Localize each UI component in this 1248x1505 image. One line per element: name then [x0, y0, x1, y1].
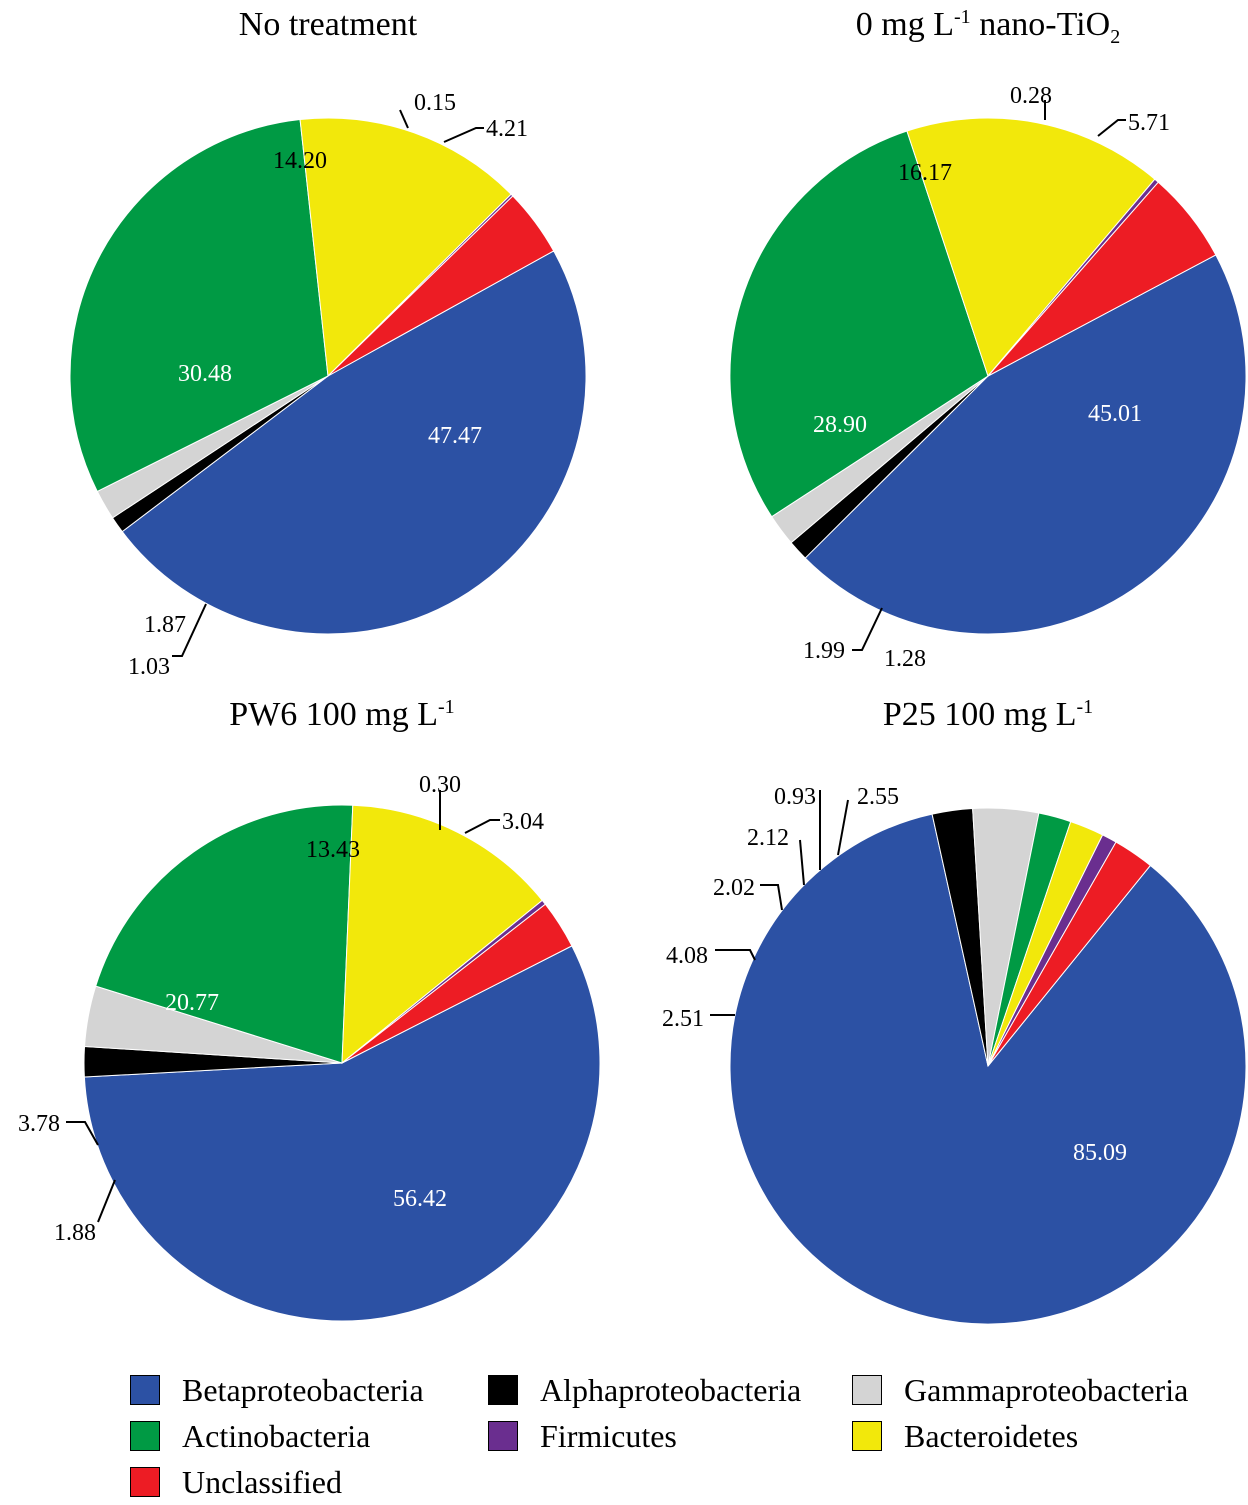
pie-p25-100mg: P25 100 mg L-1 85.09 0.93 2.55 2.12 2.02 4.08… — [662, 696, 1247, 1325]
legend-label-alphaproteobacteria: Alphaproteobacteria — [540, 1371, 802, 1408]
legend-item-betaproteobacteria: Betaproteobacteria — [130, 1370, 424, 1410]
leader-line-unclassified — [443, 127, 484, 143]
legend-item-actinobacteria: Actinobacteria — [130, 1416, 370, 1456]
pie-title-0mg-nano-tio2: 0 mg L-1 nano-TiO2 — [856, 6, 1120, 48]
data-label-firmicutes: 0.15 — [414, 90, 456, 116]
legend: Betaproteobacteria Alphaproteobacteria G… — [130, 1370, 1248, 1500]
legend-label-actinobacteria: Actinobacteria — [182, 1417, 371, 1454]
data-label-bacteroidetes: 16.17 — [898, 160, 952, 186]
legend-item-gammaproteobacteria: Gammaproteobacteria — [852, 1370, 1188, 1410]
pie-no-treatment: No treatment 47.47 30.48 14.20 0.15 4.21 1.87… — [69, 6, 587, 680]
data-label-gammaproteobacteria: 4.08 — [666, 943, 708, 969]
pie-slice-unclassified — [341, 903, 573, 1064]
pie-slice-bacteroidetes — [906, 117, 1156, 378]
data-label-alphaproteobacteria: 1.03 — [128, 654, 170, 680]
legend-swatch-firmicutes — [488, 1421, 518, 1451]
pie-title-p25-100mg: P25 100 mg L-1 — [883, 696, 1093, 733]
data-label-firmicutes: 0.28 — [1010, 83, 1052, 109]
pie-slice-betaproteobacteria — [804, 254, 1247, 635]
legend-swatch-gammaproteobacteria — [852, 1375, 882, 1405]
pie-slice-actinobacteria — [729, 130, 989, 518]
pie-slice-actinobacteria — [95, 804, 354, 1064]
leader-line-bacteroidetes — [799, 839, 805, 886]
leader-line-unclassified — [837, 799, 849, 856]
legend-swatch-betaproteobacteria — [130, 1375, 160, 1405]
data-label-actinobacteria: 30.48 — [178, 361, 232, 387]
legend-item-firmicutes: Firmicutes — [488, 1416, 677, 1456]
legend-label-gammaproteobacteria: Gammaproteobacteria — [904, 1371, 1189, 1408]
legend-swatch-alphaproteobacteria — [488, 1375, 518, 1405]
pie-slice-bacteroidetes — [341, 804, 544, 1065]
pie-slice-unclassified — [987, 841, 1152, 1067]
legend-item-unclassified: Unclassified — [130, 1462, 342, 1502]
data-label-betaproteobacteria: 85.09 — [1073, 1140, 1127, 1166]
data-label-unclassified: 5.71 — [1128, 110, 1170, 136]
leader-line-alphaproteobacteria — [172, 603, 207, 657]
data-label-betaproteobacteria: 47.47 — [428, 423, 482, 449]
data-label-gammaproteobacteria: 1.99 — [803, 638, 845, 664]
data-label-firmicutes: 0.30 — [419, 772, 461, 798]
data-label-bacteroidetes: 2.12 — [747, 825, 789, 851]
data-label-bacteroidetes: 13.43 — [306, 837, 360, 863]
pie-slice-betaproteobacteria — [121, 250, 587, 635]
data-label-actinobacteria: 2.02 — [713, 875, 755, 901]
data-label-alphaproteobacteria: 1.88 — [54, 1220, 96, 1246]
data-label-actinobacteria: 28.90 — [813, 412, 867, 438]
legend-swatch-bacteroidetes — [852, 1421, 882, 1451]
data-label-betaproteobacteria: 45.01 — [1088, 401, 1142, 427]
legend-label-unclassified: Unclassified — [182, 1463, 342, 1500]
pie-slices — [83, 804, 601, 1322]
data-label-gammaproteobacteria: 3.78 — [18, 1111, 60, 1137]
pie-slice-bacteroidetes — [299, 117, 512, 378]
pie-slice-unclassified — [327, 195, 555, 377]
pie-slices — [729, 117, 1247, 635]
leader-line-gammaproteobacteria — [66, 1121, 99, 1146]
pie-title-pw6-100mg: PW6 100 mg L-1 — [229, 696, 454, 733]
pie-0mg-nano-tio2: 0 mg L-1 nano-TiO2 45.01 28.90 16.17 0.28 5.… — [729, 6, 1247, 672]
leader-line-alphaproteobacteria — [97, 1179, 116, 1223]
pie-slice-betaproteobacteria — [729, 813, 1247, 1325]
data-label-alphaproteobacteria: 2.51 — [662, 1006, 704, 1032]
legend-item-alphaproteobacteria: Alphaproteobacteria — [488, 1370, 801, 1410]
legend-label-firmicutes: Firmicutes — [540, 1417, 677, 1454]
data-label-firmicutes: 0.93 — [774, 784, 816, 810]
legend-swatch-actinobacteria — [130, 1421, 160, 1451]
pie-slices — [69, 117, 587, 635]
data-label-unclassified: 3.04 — [502, 809, 544, 835]
legend-item-bacteroidetes: Bacteroidetes — [852, 1416, 1078, 1456]
data-label-actinobacteria: 20.77 — [165, 990, 219, 1016]
leader-line-gammaproteobacteria — [852, 607, 883, 651]
leader-line-firmicutes — [399, 109, 409, 129]
pie-slice-actinobacteria — [69, 118, 329, 493]
data-label-unclassified: 4.21 — [486, 116, 528, 142]
pie-title-no-treatment: No treatment — [239, 6, 418, 43]
leader-line-unclassified — [1097, 119, 1126, 137]
data-label-betaproteobacteria: 56.42 — [393, 1186, 447, 1212]
leader-line-unclassified — [464, 819, 500, 834]
leader-line-gammaproteobacteria — [715, 949, 756, 961]
data-label-gammaproteobacteria: 1.87 — [144, 612, 186, 638]
legend-label-bacteroidetes: Bacteroidetes — [904, 1417, 1079, 1454]
pie-slice-unclassified — [987, 181, 1217, 377]
pie-slice-betaproteobacteria — [83, 945, 601, 1322]
legend-swatch-unclassified — [130, 1467, 160, 1497]
pie-pw6-100mg: PW6 100 mg L-1 56.42 20.77 13.43 0.30 3.04 3.… — [18, 696, 601, 1322]
pie-slices — [729, 807, 1247, 1325]
data-label-alphaproteobacteria: 1.28 — [884, 646, 926, 672]
legend-label-betaproteobacteria: Betaproteobacteria — [182, 1371, 424, 1408]
leader-line-actinobacteria — [760, 884, 783, 911]
data-label-bacteroidetes: 14.20 — [273, 148, 327, 174]
data-label-unclassified: 2.55 — [857, 784, 899, 810]
